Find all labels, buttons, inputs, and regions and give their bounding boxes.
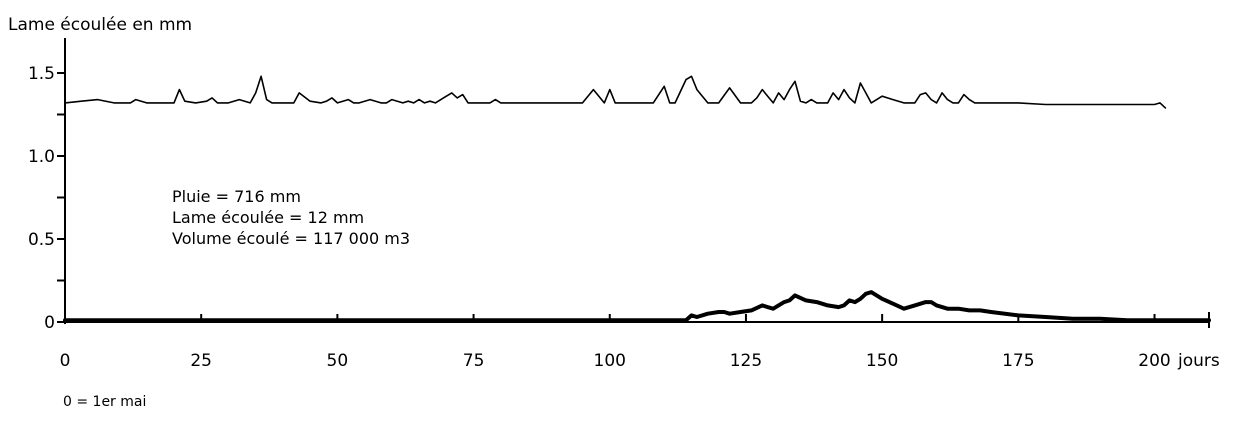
x-tick-label: 50: [327, 351, 349, 371]
x-tick-label: 75: [463, 351, 485, 371]
annotation-runoff-depth: Lame écoulée = 12 mm: [172, 208, 364, 227]
y-axis-title: Lame écoulée en mm: [8, 15, 192, 35]
x-tick-label: 100: [594, 351, 626, 371]
y-ticks: 0 0.5 1.0 1.5: [28, 64, 65, 333]
x-tick-label: 25: [190, 351, 212, 371]
y-tick-label: 0: [44, 313, 55, 333]
x-axis-title: jours: [1177, 351, 1220, 371]
series-line-thin: [64, 75, 1167, 109]
annotation-rainfall: Pluie = 716 mm: [172, 187, 301, 206]
x-tick-label: 150: [866, 351, 898, 371]
annotation-runoff-volume: Volume écoulé = 117 000 m3: [172, 229, 410, 248]
origin-note: 0 = 1er mai: [63, 394, 146, 410]
y-tick-label: 1.5: [28, 64, 55, 84]
x-tick-label: 0: [60, 351, 71, 371]
x-tick-label: 200: [1138, 351, 1170, 371]
x-tick-label: 125: [730, 351, 762, 371]
x-ticks: 0 25 50 75 100 125 150 175 200: [60, 312, 1210, 371]
annotation-block: Pluie = 716 mm Lame écoulée = 12 mm Volu…: [172, 187, 410, 248]
y-tick-label: 1.0: [28, 147, 55, 167]
series-layer: [63, 75, 1211, 323]
series-line-thick: [63, 290, 1211, 323]
y-tick-label: 0.5: [28, 230, 55, 250]
x-tick-label: 175: [1002, 351, 1034, 371]
